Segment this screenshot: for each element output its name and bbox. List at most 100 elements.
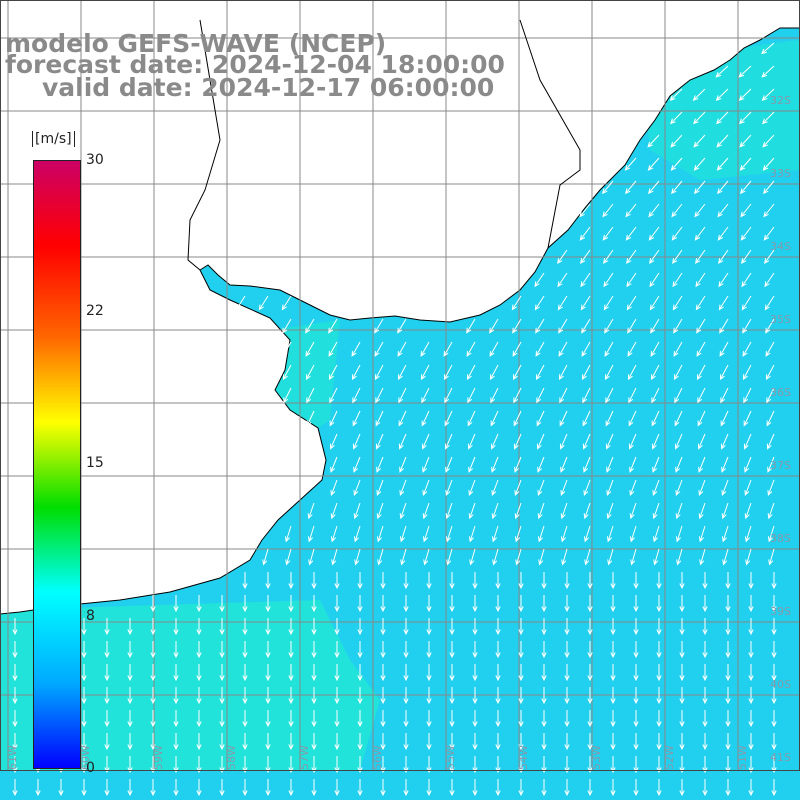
wind-arrow [647,134,660,148]
wind-arrow [282,341,292,357]
colorbar-tick-15: 15 [86,455,104,471]
wind-arrow [610,641,616,659]
wind-arrow [764,249,775,264]
wind-arrow [541,641,547,659]
wind-arrow [587,687,593,705]
wind-arrow [104,733,110,751]
wind-arrow [536,433,545,450]
wind-arrow [587,595,593,613]
wind-arrow [748,710,754,728]
wind-arrow [610,572,616,590]
wind-arrow [288,756,294,774]
wind-arrow [334,618,340,636]
wind-arrow [587,572,593,590]
wind-arrow [721,456,729,473]
wind-arrow [633,756,639,774]
wind-arrow [173,641,179,659]
wind-arrow [403,710,409,728]
wind-arrow [601,180,614,195]
wind-arrow [307,525,315,543]
wind-arrow [311,756,317,774]
wind-arrow [587,779,593,797]
wind-arrow [472,687,478,705]
wind-arrow [763,203,775,218]
wind-arrow [81,710,87,728]
wind-arrow [676,548,683,566]
wind-arrow [697,433,706,450]
wind-arrow [558,364,568,381]
wind-arrow [466,341,476,357]
wind-arrow [693,111,706,125]
lat-label: 34S [770,240,791,253]
wind-arrow [580,249,591,264]
wind-arrow [282,364,292,381]
wind-arrow [583,525,591,543]
lat-label: 39S [770,605,791,618]
wind-arrow [376,479,384,497]
wind-arrow [633,687,639,705]
wind-arrow [765,341,775,357]
wind-arrow [647,157,660,171]
wind-arrow [265,572,271,590]
wind-arrow [652,525,660,543]
wind-arrow [219,618,225,636]
wind-arrow [426,664,432,682]
wind-arrow [771,779,777,797]
wind-arrow [12,756,18,774]
wind-arrow [670,157,683,171]
colorbar-unit: [m/s] [32,131,75,147]
wind-arrow [679,756,685,774]
wind-arrow [748,779,754,797]
wind-arrow [472,572,478,590]
wind-arrow [380,664,386,682]
wind-arrow [492,548,499,566]
wind-arrow [725,618,731,636]
wind-arrow [541,595,547,613]
wind-arrow [444,410,453,427]
wind-arrow [716,111,729,125]
wind-arrow [334,756,340,774]
wind-arrow [748,618,754,636]
wind-arrow [610,664,616,682]
wind-arrow [334,687,340,705]
wind-arrow [403,572,409,590]
wind-arrow [421,410,430,427]
wind-arrow [495,664,501,682]
wind-arrow [81,756,87,774]
wind-arrow [538,548,545,566]
wind-arrow [564,733,570,751]
wind-arrow [679,733,685,751]
wind-arrow [629,525,637,543]
wind-arrow [127,664,133,682]
wind-arrow [718,295,729,311]
wind-arrow [557,249,568,264]
wind-arrow [748,641,754,659]
wind-arrow [495,572,501,590]
wind-arrow [328,341,338,357]
wind-arrow [744,502,752,520]
wind-arrow [468,479,476,497]
wind-arrow [579,226,591,241]
wind-arrow [495,779,501,797]
wind-arrow [196,687,202,705]
wind-arrow [748,595,754,613]
wind-arrow [288,595,294,613]
wind-arrow [328,318,338,334]
wind-arrow [330,456,338,473]
wind-arrow [467,433,476,450]
wind-arrow [380,572,386,590]
wind-arrow [352,433,361,450]
wind-arrow [651,410,660,427]
wind-arrow [629,502,637,520]
wind-arrow [513,433,522,450]
wind-arrow [449,618,455,636]
wind-arrow [693,134,706,148]
wind-arrow [674,433,683,450]
wind-arrow [495,687,501,705]
wind-arrow [725,664,731,682]
wind-arrow [399,502,407,520]
wind-arrow [648,226,660,241]
wind-arrow [150,733,156,751]
wind-arrow [380,733,386,751]
wind-arrow [219,756,225,774]
